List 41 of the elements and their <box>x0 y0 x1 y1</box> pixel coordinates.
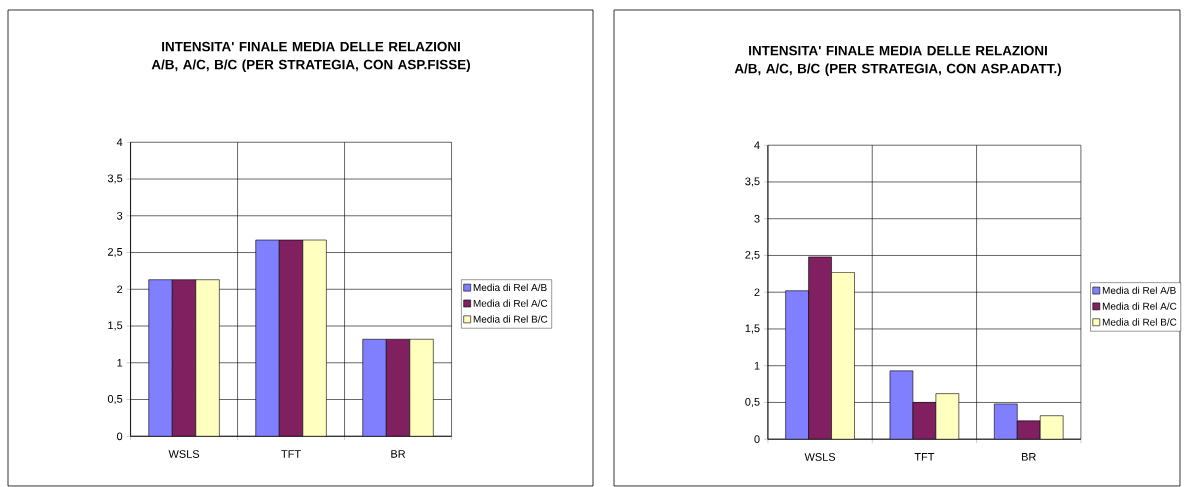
legend-label: Media di Rel B/C <box>1102 318 1177 326</box>
legend-label: Media di Rel A/C <box>473 299 548 307</box>
y-tick-label: 4 <box>754 141 760 149</box>
x-tick-label: TFT <box>914 453 935 461</box>
x-tick-label: BR <box>1022 453 1036 461</box>
y-tick-label: 1 <box>754 361 760 370</box>
legend-label: Media di Rel A/C <box>1102 302 1177 310</box>
bar <box>362 338 387 437</box>
bar <box>409 338 434 437</box>
bar <box>148 279 173 437</box>
y-tick-label: 2,5 <box>108 248 123 258</box>
bar <box>255 239 280 437</box>
y-tick-label: 3 <box>117 211 123 220</box>
x-tick-label: WSLS <box>804 453 836 461</box>
y-tick-label: 0 <box>754 435 760 444</box>
y-tick-label: 1,5 <box>108 321 123 331</box>
y-tick-label: 3,5 <box>745 177 760 187</box>
y-tick-label: 2 <box>754 288 760 297</box>
legend-label: Media di Rel A/B <box>473 283 547 292</box>
y-tick-label: 1 <box>117 359 123 367</box>
y-tick-label: 3,5 <box>107 174 123 184</box>
bar <box>302 239 327 437</box>
y-tick-label: 1,5 <box>745 324 760 334</box>
y-tick-label: 2,5 <box>745 250 760 260</box>
chart-title: INTENSITA' FINALE MEDIA DELLE RELAZIONI A/B, A/C, B/C (PER STRATEGIA, CON ASP.ADATT.) <box>734 45 1061 76</box>
bar <box>171 279 197 437</box>
bar <box>195 279 220 437</box>
x-tick-label: BR <box>391 450 406 458</box>
y-tick-label: 2 <box>117 285 123 294</box>
y-tick-label: 0,5 <box>107 395 123 405</box>
chart-title: INTENSITA' FINALE MEDIA DELLE RELAZIONI A/B, A/C, B/C (PER STRATEGIA, CON ASP.FISSE) <box>151 41 471 72</box>
y-tick-label: 0,5 <box>745 397 760 407</box>
y-tick-label: 3 <box>754 214 760 223</box>
x-tick-label: WSLS <box>168 450 200 458</box>
legend-label: Media di Rel A/B <box>1102 286 1176 294</box>
bar <box>278 239 304 437</box>
y-tick-label: 4 <box>116 138 123 147</box>
y-tick-label: 0 <box>117 432 123 441</box>
bar <box>385 338 411 437</box>
x-tick-label: TFT <box>281 450 301 458</box>
legend-label: Media di Rel B/C <box>473 315 548 323</box>
